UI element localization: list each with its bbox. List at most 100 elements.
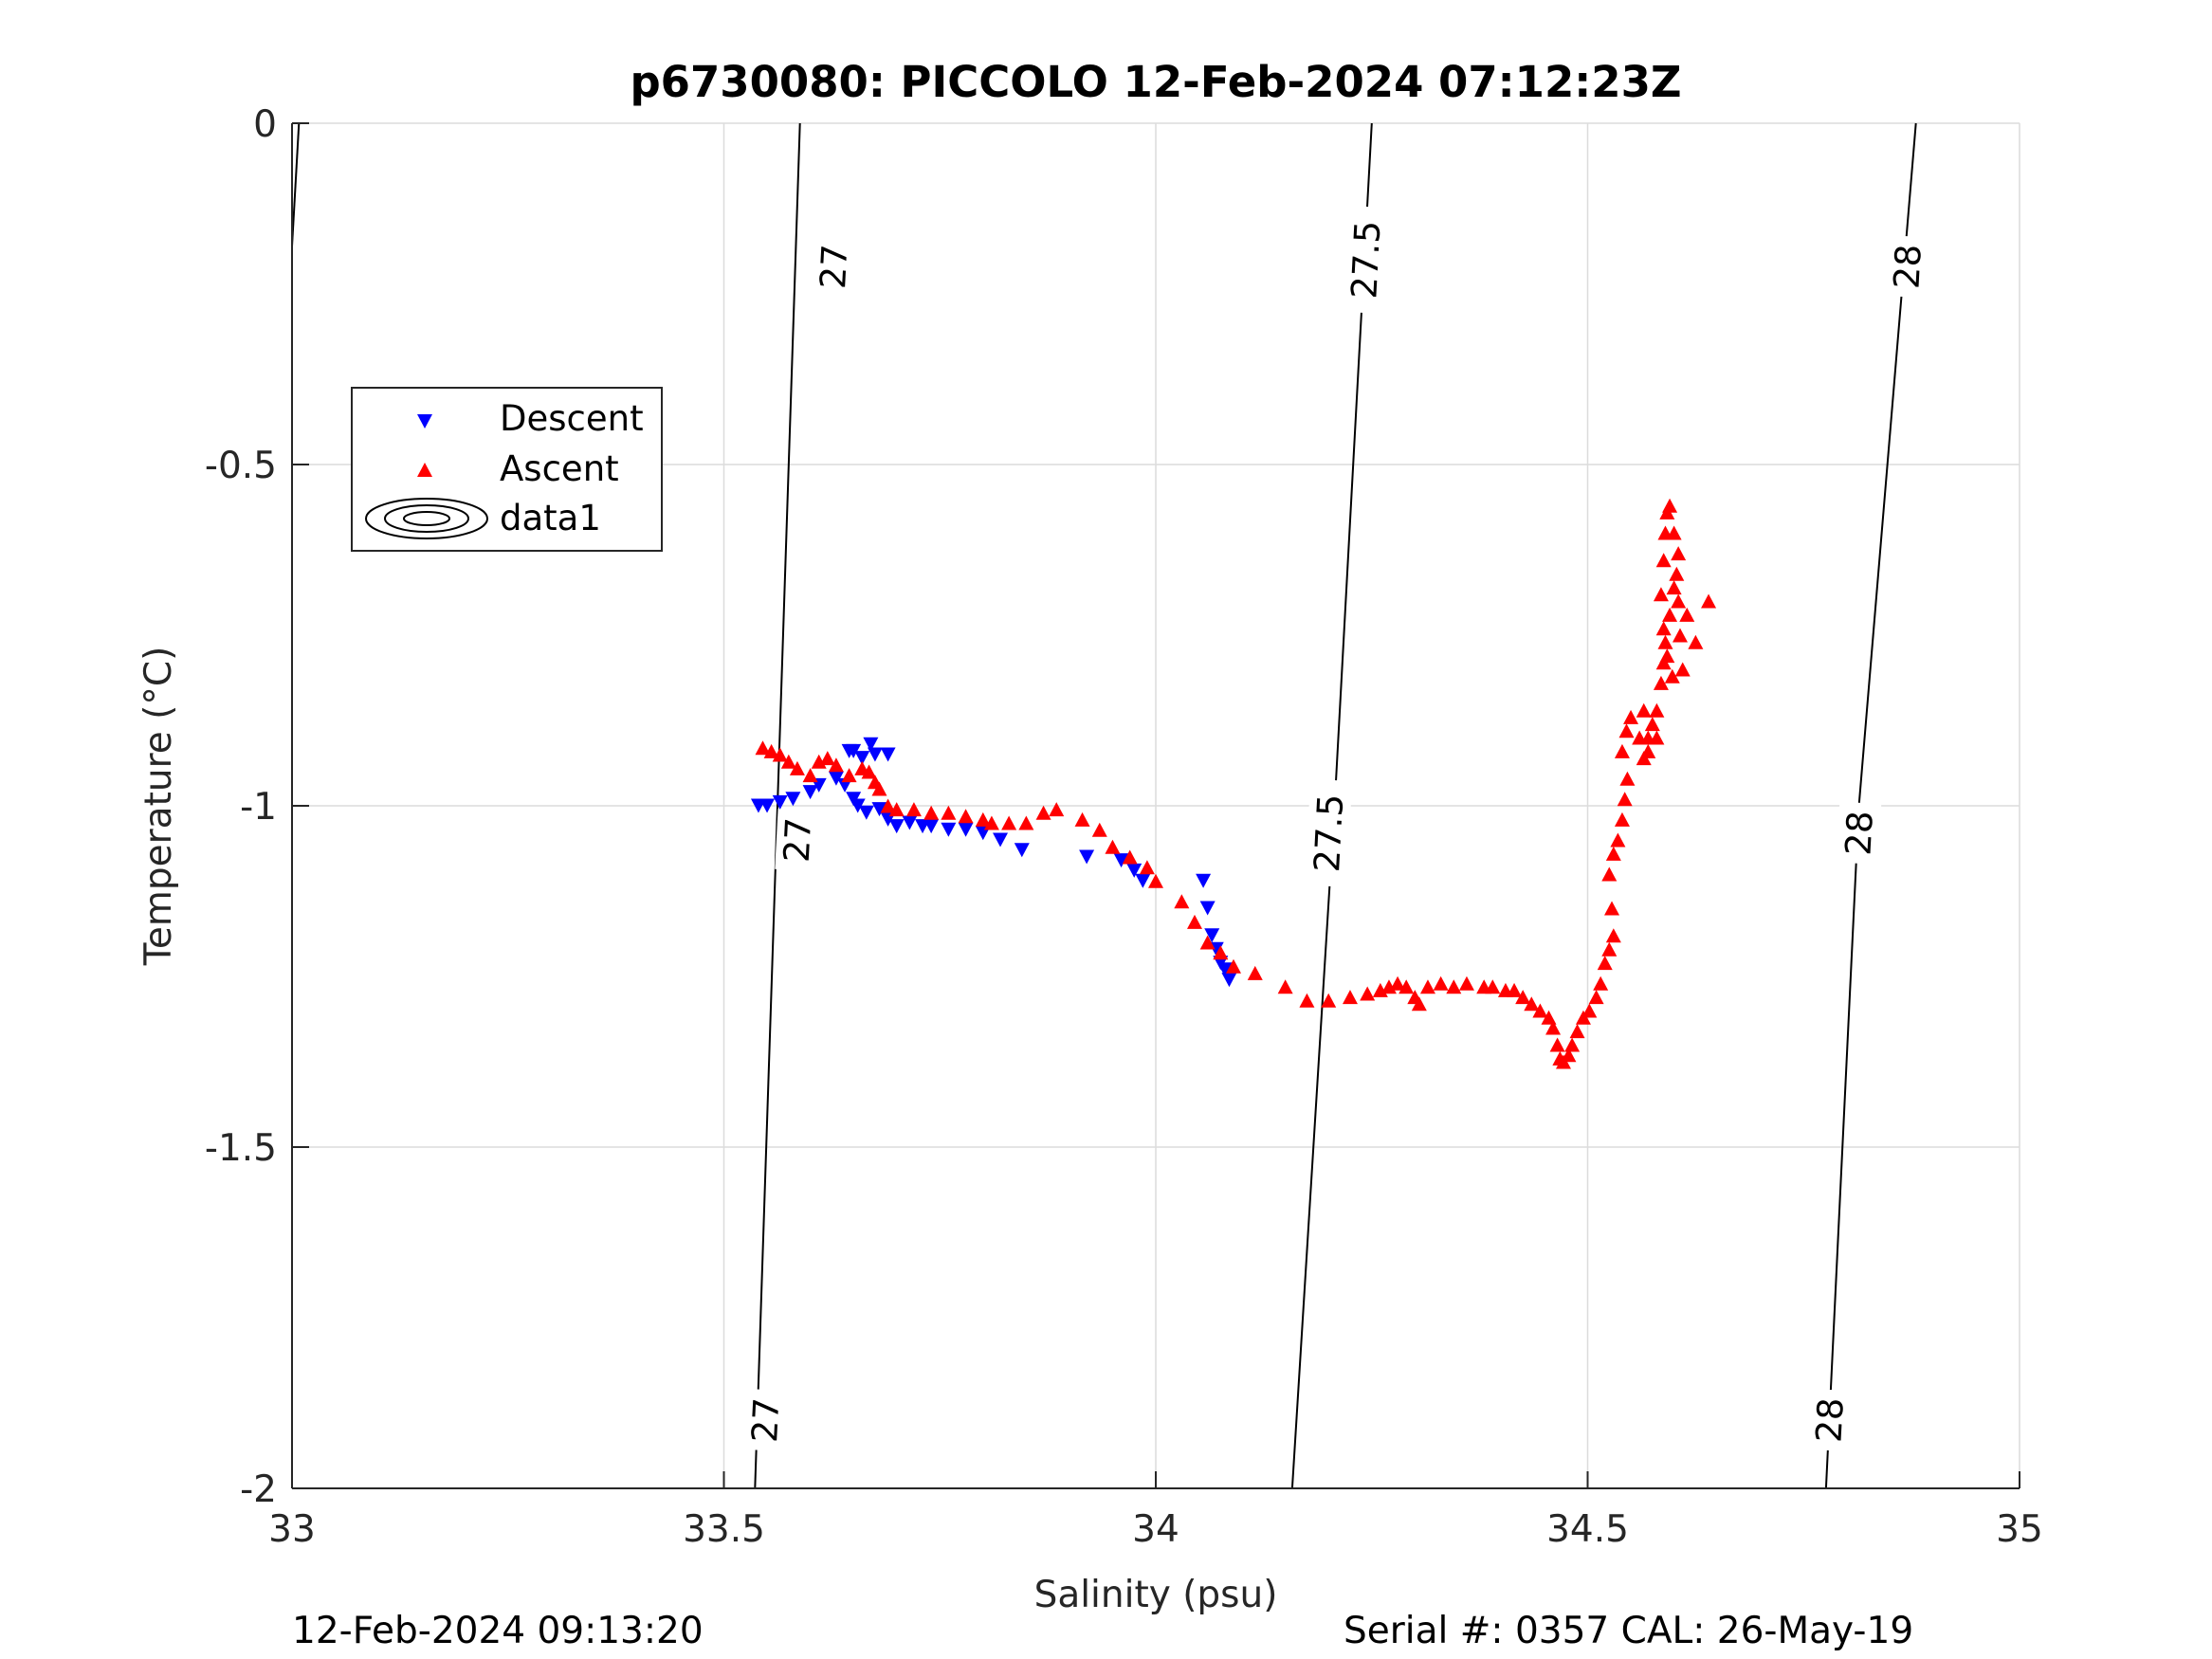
descent-point bbox=[802, 785, 818, 800]
ascent-point bbox=[1524, 996, 1540, 1012]
x-tick-label: 35 bbox=[1996, 1508, 2043, 1551]
ascent-point bbox=[1623, 709, 1639, 724]
y-tick-label: -2 bbox=[240, 1468, 277, 1511]
ascent-point bbox=[1618, 723, 1635, 738]
ascent-point bbox=[1666, 525, 1682, 540]
legend-box bbox=[351, 387, 663, 552]
x-tick-label: 33.5 bbox=[683, 1508, 765, 1551]
footer-serial-cal: Serial #: 0357 CAL: 26-May-19 bbox=[1344, 1610, 1914, 1652]
contour-label-text: 27.5 bbox=[1307, 793, 1351, 874]
legend-contour-icon bbox=[365, 498, 488, 539]
grid-lines bbox=[291, 122, 2020, 1489]
x-tick-label: 33 bbox=[268, 1508, 316, 1551]
descent-point bbox=[1014, 843, 1030, 858]
ascent-point bbox=[789, 760, 805, 775]
y-axis-ticks: 0 -0.5 -1 -1.5 -2 bbox=[205, 103, 309, 1511]
ascent-point bbox=[1636, 702, 1652, 718]
ascent-point bbox=[772, 747, 788, 762]
ascent-point bbox=[1515, 990, 1531, 1005]
ascent-point bbox=[780, 754, 796, 769]
ascent-point bbox=[1564, 1037, 1581, 1052]
ascent-point bbox=[1541, 1010, 1557, 1025]
ascent-point bbox=[1507, 982, 1523, 997]
ascent-point bbox=[1433, 975, 1449, 991]
descent-point bbox=[858, 805, 874, 820]
descent-point bbox=[923, 819, 940, 834]
ascent-point bbox=[1458, 975, 1474, 991]
ascent-point bbox=[1148, 873, 1163, 888]
descent-point bbox=[1199, 901, 1216, 916]
ascent-point bbox=[1671, 546, 1687, 561]
ascent-point bbox=[1074, 811, 1090, 827]
descent-point bbox=[871, 802, 887, 817]
ascent-point bbox=[923, 805, 940, 820]
ascent-point bbox=[1649, 702, 1665, 718]
ascent-point bbox=[1679, 607, 1695, 622]
ascent-point bbox=[1614, 811, 1630, 827]
contour-label-text: 27 bbox=[813, 244, 855, 290]
ascent-point bbox=[1669, 566, 1685, 581]
ascent-point bbox=[1653, 675, 1669, 690]
ascent-point bbox=[755, 740, 771, 756]
ascent-point bbox=[880, 798, 896, 813]
ascent-point bbox=[1001, 815, 1017, 830]
ascent-point bbox=[1655, 621, 1672, 636]
descent-point bbox=[846, 743, 862, 758]
ascent-point bbox=[802, 768, 818, 783]
ascent-point bbox=[1390, 975, 1406, 991]
contour-label-text: 28 bbox=[1808, 1396, 1851, 1443]
contour-label: 27 bbox=[775, 808, 820, 872]
ascent-point bbox=[861, 764, 877, 779]
ascent-point bbox=[1664, 668, 1680, 684]
descent-point bbox=[902, 815, 918, 830]
descent-point bbox=[1216, 962, 1233, 977]
ascent-point bbox=[1653, 587, 1669, 602]
ascent-point bbox=[763, 743, 779, 758]
contour-label-text: 27 bbox=[777, 816, 819, 863]
ascent-point bbox=[1659, 648, 1675, 664]
ascent-point bbox=[958, 809, 974, 824]
ascent-point bbox=[983, 815, 999, 830]
footer-timestamp: 12-Feb-2024 09:13:20 bbox=[292, 1610, 704, 1652]
ascent-point bbox=[1649, 730, 1665, 745]
ascent-point bbox=[841, 768, 857, 783]
ascent-point bbox=[1666, 580, 1682, 595]
descent-point bbox=[941, 822, 957, 837]
contour-label: 27 bbox=[742, 1388, 788, 1452]
descent-point bbox=[1113, 853, 1129, 868]
y-axis-label: Temperature (°C) bbox=[137, 647, 180, 967]
ascent-point bbox=[1605, 846, 1621, 861]
ascent-point bbox=[1672, 628, 1688, 643]
descent-point bbox=[993, 832, 1009, 848]
ascent-point bbox=[1532, 1003, 1548, 1018]
descent-point bbox=[759, 798, 776, 813]
ascent-point bbox=[1277, 979, 1293, 994]
ascent-series bbox=[755, 498, 1717, 1069]
descent-point bbox=[785, 792, 801, 807]
y-tick-label: -1.5 bbox=[205, 1127, 277, 1170]
contour-label: 28 bbox=[1884, 235, 1930, 299]
ascent-point bbox=[1186, 914, 1202, 929]
ascent-point bbox=[1657, 634, 1673, 649]
ascent-point bbox=[819, 751, 835, 766]
ascent-point bbox=[1247, 965, 1263, 980]
ascent-point bbox=[1213, 945, 1229, 960]
ascent-point bbox=[1545, 1020, 1562, 1035]
ascent-point bbox=[1601, 866, 1618, 882]
ascent-point bbox=[1398, 979, 1415, 994]
legend-data1-label: data1 bbox=[500, 498, 601, 538]
ascent-point bbox=[975, 811, 991, 827]
descent-point bbox=[1135, 873, 1151, 888]
ascent-point bbox=[1049, 802, 1065, 817]
contour-label: 28 bbox=[1806, 1388, 1853, 1452]
ascent-point bbox=[1597, 956, 1613, 971]
contour-label: 28 bbox=[1836, 801, 1882, 865]
ascent-point bbox=[1601, 941, 1618, 957]
ascent-point bbox=[1342, 990, 1358, 1005]
ascent-point bbox=[1588, 990, 1604, 1005]
ascent-point bbox=[1018, 815, 1034, 830]
ascent-point bbox=[1655, 553, 1672, 568]
chart-title: p6730080: PICCOLO 12-Feb-2024 07:12:23Z bbox=[630, 57, 1681, 107]
contour-labels: 27 27 27 27.5 27.5 28 28 28 bbox=[742, 205, 1930, 1452]
contour-label: 27.5 bbox=[1305, 778, 1353, 887]
